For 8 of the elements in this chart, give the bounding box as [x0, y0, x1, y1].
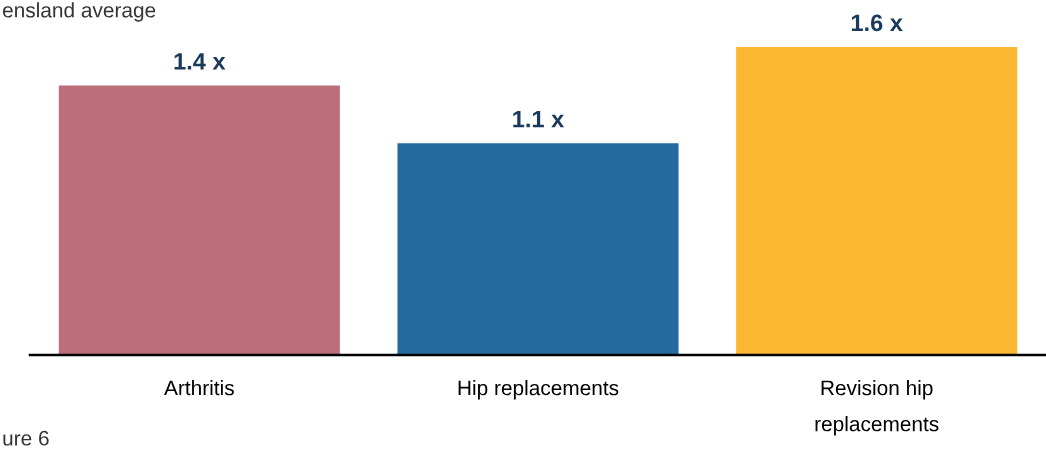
- text: ure 6: [3, 430, 49, 446]
- data-label: 1.6 x: [851, 14, 903, 32]
- x-tick-label: Hip replacements: [458, 380, 619, 400]
- x-tick-label: Revision hip replacements: [815, 380, 939, 436]
- text: ensland average: [2, 2, 156, 22]
- x-tick-label: Arthritis: [164, 380, 234, 396]
- data-label: 1.1 x: [513, 110, 565, 128]
- data-label: 1.4 x: [174, 53, 226, 70]
